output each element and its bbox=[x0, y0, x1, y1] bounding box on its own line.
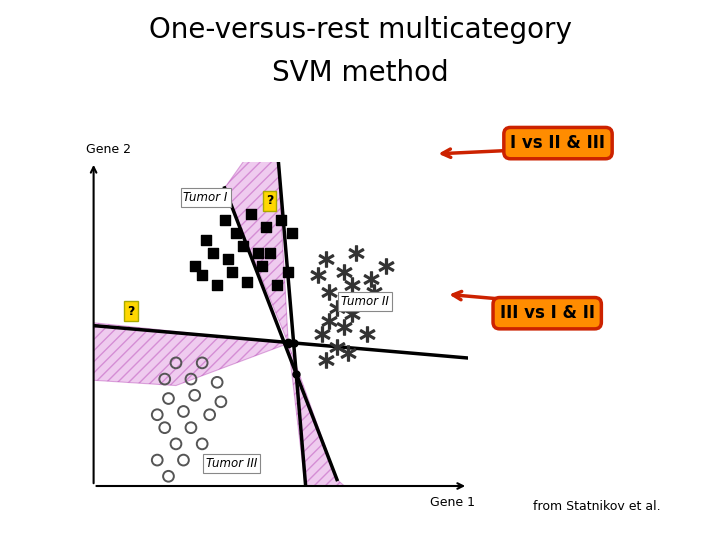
Point bbox=[350, 248, 361, 257]
Point bbox=[346, 310, 358, 319]
Point bbox=[170, 359, 181, 367]
Text: SVM method: SVM method bbox=[271, 59, 449, 87]
Point bbox=[346, 281, 358, 289]
Point bbox=[331, 342, 343, 351]
Point bbox=[159, 423, 171, 432]
Point bbox=[324, 287, 336, 296]
Point bbox=[185, 423, 197, 432]
Point bbox=[222, 255, 234, 264]
Point bbox=[245, 210, 256, 218]
Text: Gene 2: Gene 2 bbox=[86, 143, 131, 156]
Point bbox=[324, 316, 336, 325]
Text: Tumor I: Tumor I bbox=[184, 191, 228, 204]
Point bbox=[230, 229, 242, 238]
Text: ?: ? bbox=[127, 305, 135, 318]
Point bbox=[197, 440, 208, 448]
Point bbox=[200, 235, 212, 244]
Point bbox=[189, 261, 200, 270]
Point bbox=[215, 397, 227, 406]
Point bbox=[226, 268, 238, 276]
Point bbox=[275, 216, 287, 225]
Point bbox=[253, 248, 264, 257]
Point bbox=[338, 323, 350, 332]
Point bbox=[212, 378, 223, 387]
Text: from Statnikov et al.: from Statnikov et al. bbox=[533, 500, 660, 513]
Text: ?: ? bbox=[266, 194, 274, 207]
Point bbox=[163, 394, 174, 403]
Point bbox=[354, 297, 365, 306]
Text: III vs I & II: III vs I & II bbox=[500, 304, 595, 322]
Point bbox=[331, 303, 343, 312]
Point bbox=[185, 375, 197, 383]
Point bbox=[197, 359, 208, 367]
Text: One-versus-rest multicategory: One-versus-rest multicategory bbox=[148, 16, 572, 44]
Point bbox=[365, 274, 377, 283]
Point bbox=[380, 261, 392, 270]
Point bbox=[178, 456, 189, 464]
Point bbox=[241, 278, 253, 286]
Point bbox=[264, 248, 275, 257]
Point bbox=[316, 329, 328, 338]
Point bbox=[204, 410, 215, 419]
Point bbox=[189, 391, 200, 400]
Point bbox=[369, 287, 380, 296]
Point bbox=[320, 355, 331, 364]
Text: I vs II & III: I vs II & III bbox=[510, 134, 606, 152]
Point bbox=[212, 281, 223, 289]
Point bbox=[287, 229, 298, 238]
Text: Gene 1: Gene 1 bbox=[431, 496, 475, 509]
Text: Tumor II: Tumor II bbox=[341, 294, 389, 308]
Point bbox=[197, 271, 208, 280]
Polygon shape bbox=[288, 343, 363, 502]
Point bbox=[151, 410, 163, 419]
Point bbox=[343, 349, 354, 357]
Text: Tumor III: Tumor III bbox=[206, 456, 257, 470]
Point bbox=[238, 242, 249, 251]
Point bbox=[170, 440, 181, 448]
Point bbox=[271, 281, 283, 289]
Polygon shape bbox=[75, 321, 288, 386]
Point bbox=[361, 329, 373, 338]
Point bbox=[163, 472, 174, 481]
Point bbox=[151, 456, 163, 464]
Point bbox=[338, 268, 350, 276]
Polygon shape bbox=[225, 146, 288, 343]
Point bbox=[320, 255, 331, 264]
Point bbox=[260, 222, 271, 231]
Point bbox=[282, 268, 294, 276]
Point bbox=[178, 407, 189, 416]
Point bbox=[207, 248, 219, 257]
Point bbox=[256, 261, 268, 270]
Point bbox=[219, 216, 230, 225]
Point bbox=[159, 375, 171, 383]
Point bbox=[312, 271, 324, 280]
